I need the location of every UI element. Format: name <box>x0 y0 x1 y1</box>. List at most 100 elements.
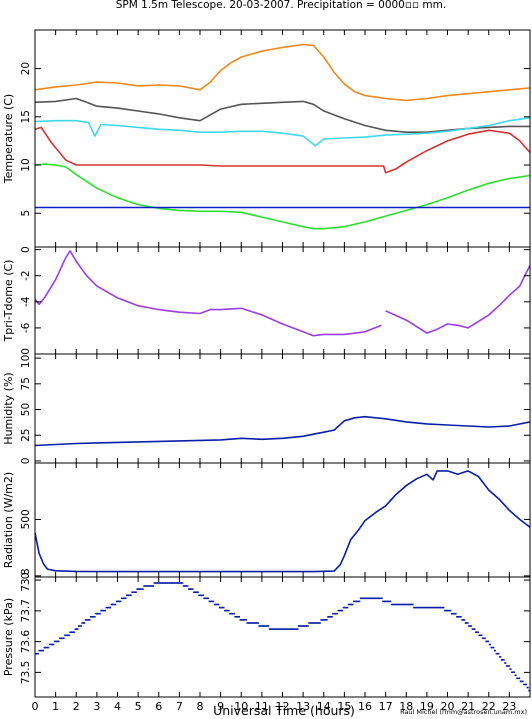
point-4-0-20-0 <box>241 619 244 621</box>
x-tick-label-18: 18 <box>399 700 413 713</box>
point-4-0-25-2 <box>296 628 299 630</box>
point-4-0-36-4 <box>413 606 416 609</box>
point-4-0-45-0 <box>499 656 502 658</box>
point-4-0-34-0 <box>385 600 388 603</box>
point-4-0-47-0 <box>519 680 522 683</box>
point-4-0-43-4 <box>485 640 488 643</box>
series-line-0-0 <box>35 43 530 102</box>
point-4-0-38-3 <box>432 606 435 609</box>
x-tick-label-11: 11 <box>255 700 269 713</box>
point-4-0-28-5 <box>332 612 335 615</box>
point-4-0-14-0 <box>179 582 182 584</box>
x-tick-label-7: 7 <box>176 700 183 713</box>
x-tick-label-1: 1 <box>52 700 59 713</box>
point-4-0-37-4 <box>423 606 426 609</box>
point-4-0-9-0 <box>127 594 130 597</box>
series-line-2-0 <box>35 415 530 447</box>
point-4-0-19-0 <box>230 612 234 615</box>
point-4-0-31-3 <box>359 597 362 600</box>
point-4-0-38-1 <box>428 606 431 609</box>
point-4-0-42-5 <box>476 631 479 633</box>
point-4-0-21-1 <box>253 622 256 624</box>
point-4-0-25-3 <box>298 625 301 627</box>
point-4-0-31-5 <box>363 597 366 600</box>
plot-area-3 <box>35 470 530 573</box>
point-4-0-17-1 <box>212 600 215 603</box>
point-4-0-47-3 <box>524 683 527 686</box>
point-4-0-29-2 <box>337 609 340 612</box>
y-tick-label-1-0: 0 <box>20 246 32 253</box>
point-4-0-35-5 <box>404 603 407 606</box>
plot-area-2 <box>35 415 530 447</box>
point-4-0-24-5 <box>291 628 294 630</box>
point-4-0-32-3 <box>370 597 373 600</box>
point-4-0-8-3 <box>122 597 125 600</box>
point-4-0-42-0 <box>468 625 471 627</box>
x-tick-label-13: 13 <box>296 700 310 713</box>
point-4-0-30-4 <box>351 603 354 606</box>
point-4-0-12-5 <box>167 582 170 584</box>
x-tick-label-8: 8 <box>197 700 204 713</box>
y-axis-label-3: Radiation (W/m2) <box>2 472 15 568</box>
point-4-0-20-2 <box>244 619 247 621</box>
point-4-0-25-4 <box>299 625 302 627</box>
panel-1: 0 -2 -4 -6 Tpri-Tdome (C) <box>2 246 531 355</box>
point-4-0-40-0 <box>447 609 450 612</box>
point-4-0-13-1 <box>170 582 173 584</box>
point-4-0-39-2 <box>440 606 443 609</box>
point-4-0-10-2 <box>141 588 144 590</box>
point-4-0-39-5 <box>445 609 448 612</box>
point-4-0-5-4 <box>93 616 96 618</box>
point-4-0-6-4 <box>103 609 106 612</box>
y-tick-label-1-2: -4 <box>20 296 32 307</box>
x-tick-label-20: 20 <box>441 700 455 713</box>
point-4-0-16-0 <box>200 594 203 597</box>
point-4-0-9-1 <box>129 594 132 597</box>
x-tick-label-10: 10 <box>234 700 248 713</box>
point-4-0-22-0 <box>261 625 265 627</box>
point-4-0-36-3 <box>411 603 414 606</box>
point-4-0-42-2 <box>471 628 474 630</box>
x-tick-label-9: 9 <box>217 700 224 713</box>
x-tick-label-2: 2 <box>73 700 80 713</box>
point-4-0-40-1 <box>449 609 452 612</box>
point-4-0-6-5 <box>105 606 108 609</box>
point-4-0-8-0 <box>117 600 120 603</box>
point-4-0-36-2 <box>409 603 412 606</box>
y-tick-label-4-2: 73.7 <box>20 599 32 622</box>
y-tick-label-2-3: 75 <box>20 377 32 390</box>
point-4-0-45-1 <box>500 659 503 661</box>
point-4-0-15-5 <box>198 594 201 597</box>
point-4-0-18-1 <box>222 606 225 609</box>
plot-area-0 <box>35 43 530 230</box>
point-4-0-19-5 <box>239 619 242 621</box>
series-line-1-1 <box>385 264 530 334</box>
point-4-0-17-0 <box>210 600 213 603</box>
point-4-0-44-4 <box>495 652 498 655</box>
point-4-0-25-0 <box>292 628 295 630</box>
x-tick-label-5: 5 <box>135 700 142 713</box>
point-4-0-8-4 <box>124 597 127 600</box>
point-4-0-7-1 <box>108 606 112 609</box>
point-4-0-4-3 <box>81 622 84 624</box>
point-4-0-7-2 <box>110 603 113 606</box>
point-4-0-37-0 <box>416 606 419 609</box>
point-4-0-6-2 <box>100 609 103 612</box>
point-4-0-31-1 <box>356 600 359 603</box>
y-tick-label-0-2: 15 <box>20 110 32 123</box>
point-4-0-7-5 <box>115 600 118 603</box>
point-4-0-44-1 <box>490 646 493 649</box>
x-tick-label-22: 22 <box>482 700 496 713</box>
point-4-0-13-3 <box>174 582 177 584</box>
point-4-0-41-1 <box>459 616 462 618</box>
point-4-0-38-2 <box>430 606 433 609</box>
point-4-0-43-3 <box>483 637 486 640</box>
point-4-0-44-3 <box>493 649 497 652</box>
point-4-0-47-4 <box>526 686 529 689</box>
point-4-0-17-4 <box>217 603 220 606</box>
point-4-0-0-2 <box>38 649 41 652</box>
series-line-0-2 <box>35 117 530 147</box>
point-4-0-23-4 <box>279 628 282 630</box>
point-4-0-32-5 <box>373 597 376 600</box>
point-4-0-10-5 <box>146 585 149 587</box>
